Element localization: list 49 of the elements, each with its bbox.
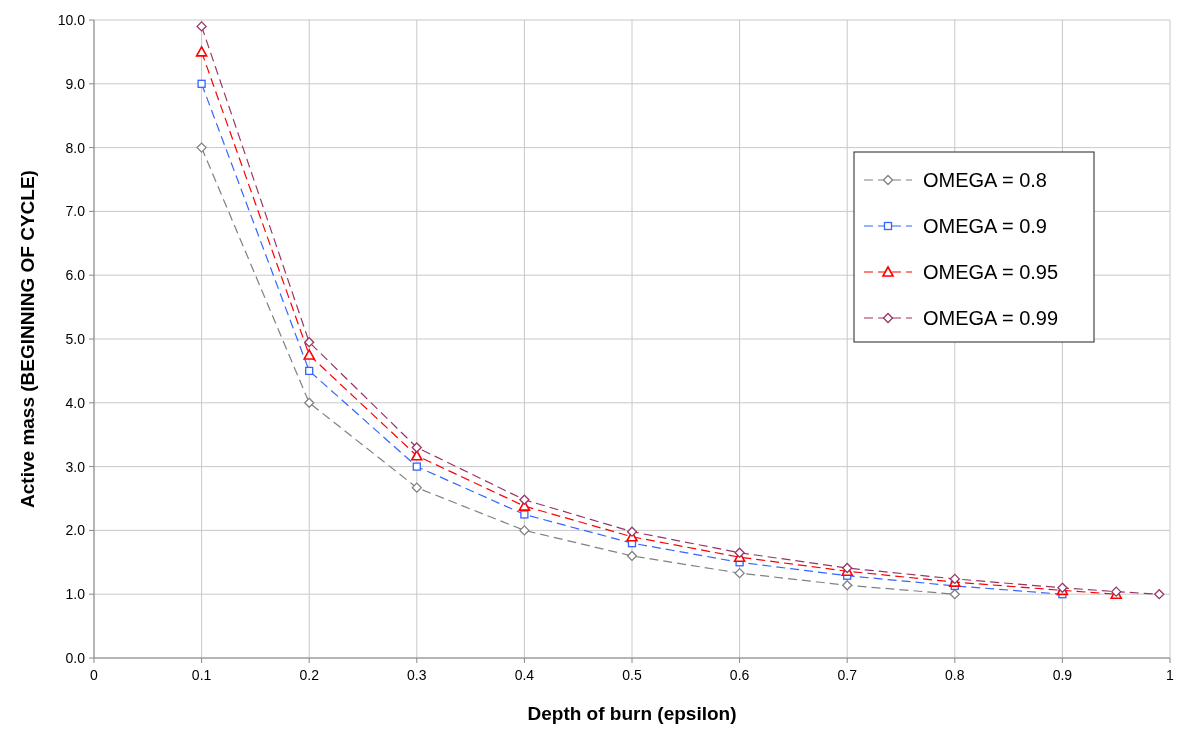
point xyxy=(520,510,529,519)
point xyxy=(734,568,745,579)
point xyxy=(626,550,638,562)
point xyxy=(412,462,421,471)
point xyxy=(196,21,207,32)
point xyxy=(303,349,315,360)
point xyxy=(1154,589,1165,600)
x-tick-label: 0.3 xyxy=(407,667,427,683)
point xyxy=(411,442,422,453)
point xyxy=(196,142,207,153)
y-tick-label: 0.0 xyxy=(65,650,86,666)
x-tick-label: 0.4 xyxy=(514,667,535,683)
y-axis-title: Active mass (BEGINNING OF CYCLE) xyxy=(17,170,38,508)
y-tick-label: 4.0 xyxy=(65,394,86,411)
point xyxy=(949,589,960,600)
y-tick-label: 1.0 xyxy=(65,586,86,603)
y-tick-label: 6.0 xyxy=(65,267,86,284)
point xyxy=(626,526,638,537)
x-tick-label: 0.6 xyxy=(729,667,750,683)
legend-label: OMEGA = 0.9 xyxy=(923,215,1047,237)
point xyxy=(519,494,530,505)
legend-label: OMEGA = 0.8 xyxy=(923,169,1047,191)
point xyxy=(305,366,314,376)
x-tick-label: 0.2 xyxy=(299,667,320,683)
y-tick-label: 10.0 xyxy=(57,12,86,28)
x-tick-label: 0.8 xyxy=(945,667,965,683)
point xyxy=(842,580,853,591)
point xyxy=(519,525,530,536)
x-tick-label: 0.1 xyxy=(191,667,212,683)
y-tick-label: 5.0 xyxy=(65,331,86,347)
x-tick-label: 0.7 xyxy=(837,667,858,683)
y-tick-label: 7.0 xyxy=(65,203,86,220)
x-tick-label: 0.9 xyxy=(1052,667,1073,683)
x-axis-title: Depth of burn (epsilon) xyxy=(527,703,737,724)
point xyxy=(304,337,315,348)
y-tick-label: 2.0 xyxy=(65,522,86,539)
point xyxy=(197,79,206,88)
x-tick-label: 0.5 xyxy=(622,667,642,683)
point xyxy=(734,547,745,558)
point xyxy=(195,46,208,57)
legend-label: OMEGA = 0.99 xyxy=(923,307,1059,329)
y-tick-label: 8.0 xyxy=(65,139,86,156)
x-tick-label: 1 xyxy=(1166,667,1175,683)
legend-label: OMEGA = 0.95 xyxy=(923,261,1059,283)
y-tick-label: 3.0 xyxy=(65,458,86,475)
y-tick-label: 9.0 xyxy=(65,75,86,92)
point xyxy=(411,482,422,493)
point xyxy=(304,397,315,408)
x-tick-label: 0 xyxy=(90,667,99,683)
